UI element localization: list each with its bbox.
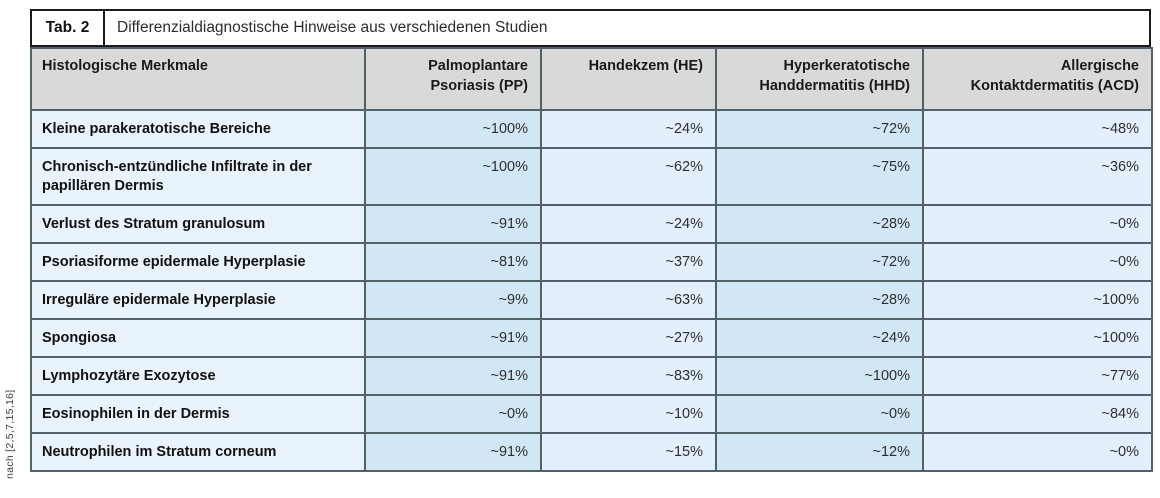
row-label: Eosinophilen in der Dermis: [30, 393, 366, 434]
row-label: Kleine parakeratotische Bereiche: [30, 109, 366, 149]
diagnostic-table: Histologische Merkmale Palmoplantare Pso…: [30, 47, 1153, 472]
table-number: Tab. 2: [32, 11, 105, 45]
column-header-hhd: Hyperkeratotische Handdermatitis (HHD): [715, 47, 924, 111]
table-row: Kleine parakeratotische Bereiche ~100% ~…: [30, 109, 1153, 149]
cell-value: ~91%: [364, 355, 542, 396]
cell-value: ~91%: [364, 317, 542, 358]
table-caption-bar: Tab. 2 Differenzialdiagnostische Hinweis…: [30, 9, 1151, 47]
cell-value: ~75%: [715, 147, 924, 206]
cell-value: ~83%: [540, 355, 717, 396]
cell-value: ~62%: [540, 147, 717, 206]
table-row: Chronisch-entzündliche Infiltrate in der…: [30, 147, 1153, 206]
row-label: Psoriasiforme epidermale Hyperplasie: [30, 241, 366, 282]
table-row: Psoriasiforme epidermale Hyperplasie ~81…: [30, 241, 1153, 282]
row-label: Chronisch-entzündliche Infiltrate in der…: [30, 147, 366, 206]
row-label: Irreguläre epidermale Hyperplasie: [30, 279, 366, 320]
table-title: Differenzialdiagnostische Hinweise aus v…: [117, 19, 548, 36]
cell-value: ~28%: [715, 203, 924, 244]
cell-value: ~63%: [540, 279, 717, 320]
cell-value: ~100%: [364, 147, 542, 206]
cell-value: ~15%: [540, 431, 717, 472]
column-header-pp: Palmoplantare Psoriasis (PP): [364, 47, 542, 111]
cell-value: ~12%: [715, 431, 924, 472]
cell-value: ~100%: [922, 317, 1153, 358]
cell-value: ~100%: [715, 355, 924, 396]
cell-value: ~100%: [922, 279, 1153, 320]
cell-value: ~24%: [540, 109, 717, 149]
header-row: Histologische Merkmale Palmoplantare Pso…: [30, 47, 1153, 111]
row-label: Verlust des Stratum granulosum: [30, 203, 366, 244]
cell-value: ~0%: [715, 393, 924, 434]
cell-value: ~0%: [922, 203, 1153, 244]
row-label: Lymphozytäre Exozytose: [30, 355, 366, 396]
row-label: Spongiosa: [30, 317, 366, 358]
cell-value: ~37%: [540, 241, 717, 282]
cell-value: ~100%: [364, 109, 542, 149]
cell-value: ~91%: [364, 203, 542, 244]
cell-value: ~0%: [922, 431, 1153, 472]
cell-value: ~72%: [715, 109, 924, 149]
table-row: Lymphozytäre Exozytose ~91% ~83% ~100% ~…: [30, 355, 1153, 396]
table-row: Spongiosa ~91% ~27% ~24% ~100%: [30, 317, 1153, 358]
citation-note: nach [2,5,7,15,16]: [4, 389, 16, 479]
cell-value: ~91%: [364, 431, 542, 472]
column-header-merkmale: Histologische Merkmale: [30, 47, 366, 111]
table-figure: Tab. 2 Differenzialdiagnostische Hinweis…: [30, 9, 1153, 472]
cell-value: ~0%: [364, 393, 542, 434]
table-row: Irreguläre epidermale Hyperplasie ~9% ~6…: [30, 279, 1153, 320]
cell-value: ~0%: [922, 241, 1153, 282]
cell-value: ~48%: [922, 109, 1153, 149]
cell-value: ~77%: [922, 355, 1153, 396]
cell-value: ~24%: [540, 203, 717, 244]
table-row: Verlust des Stratum granulosum ~91% ~24%…: [30, 203, 1153, 244]
table-row: Neutrophilen im Stratum corneum ~91% ~15…: [30, 431, 1153, 472]
cell-value: ~10%: [540, 393, 717, 434]
cell-value: ~28%: [715, 279, 924, 320]
cell-value: ~27%: [540, 317, 717, 358]
cell-value: ~81%: [364, 241, 542, 282]
table-row: Eosinophilen in der Dermis ~0% ~10% ~0% …: [30, 393, 1153, 434]
column-header-he: Handekzem (HE): [540, 47, 717, 111]
cell-value: ~84%: [922, 393, 1153, 434]
column-header-acd: Allergische Kontaktdermatitis (ACD): [922, 47, 1153, 111]
cell-value: ~36%: [922, 147, 1153, 206]
cell-value: ~24%: [715, 317, 924, 358]
cell-value: ~9%: [364, 279, 542, 320]
cell-value: ~72%: [715, 241, 924, 282]
row-label: Neutrophilen im Stratum corneum: [30, 431, 366, 472]
